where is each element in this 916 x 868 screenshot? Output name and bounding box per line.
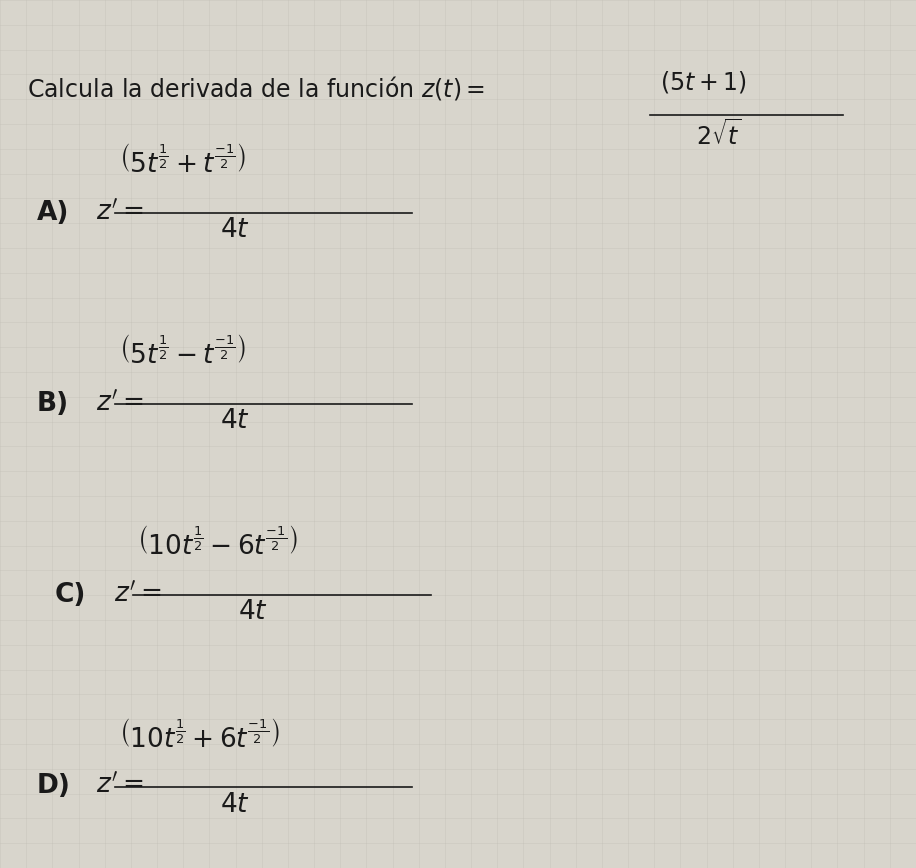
Text: $z' =$: $z' =$ xyxy=(96,391,144,417)
Text: $\left(5t^{\frac{1}{2}} + t^{\frac{-1}{2}}\right)$: $\left(5t^{\frac{1}{2}} + t^{\frac{-1}{2… xyxy=(119,145,246,178)
Text: $z' =$: $z' =$ xyxy=(114,582,162,608)
Text: Calcula la derivada de la función $z(t) =$: Calcula la derivada de la función $z(t) … xyxy=(27,74,485,102)
Text: $z' =$: $z' =$ xyxy=(96,773,144,799)
Text: $4t$: $4t$ xyxy=(220,217,250,243)
Text: B): B) xyxy=(37,391,69,417)
Text: $\left(10t^{\frac{1}{2}} + 6t^{\frac{-1}{2}}\right)$: $\left(10t^{\frac{1}{2}} + 6t^{\frac{-1}… xyxy=(119,720,279,753)
Text: $4t$: $4t$ xyxy=(238,599,268,625)
Text: $\left(5t^{\frac{1}{2}} - t^{\frac{-1}{2}}\right)$: $\left(5t^{\frac{1}{2}} - t^{\frac{-1}{2… xyxy=(119,336,246,369)
Text: $2\sqrt{t}$: $2\sqrt{t}$ xyxy=(696,120,742,150)
Text: $z' =$: $z' =$ xyxy=(96,200,144,226)
Text: $\left(10t^{\frac{1}{2}} - 6t^{\frac{-1}{2}}\right)$: $\left(10t^{\frac{1}{2}} - 6t^{\frac{-1}… xyxy=(137,527,298,560)
Text: $4t$: $4t$ xyxy=(220,792,250,818)
Text: A): A) xyxy=(37,200,69,226)
Text: $4t$: $4t$ xyxy=(220,408,250,434)
Text: $(5t + 1)$: $(5t + 1)$ xyxy=(660,69,747,95)
Text: D): D) xyxy=(37,773,71,799)
Text: C): C) xyxy=(55,582,86,608)
